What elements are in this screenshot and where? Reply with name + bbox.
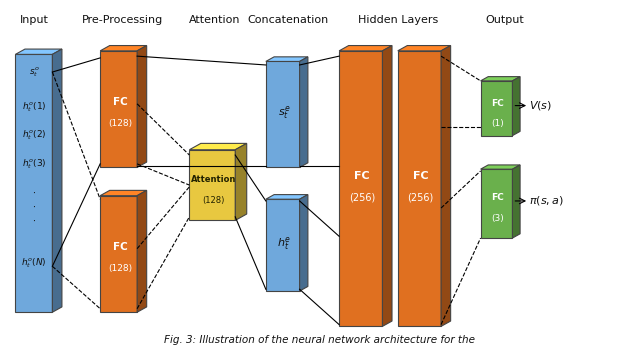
Text: $h_t^o(N)$: $h_t^o(N)$ — [21, 256, 47, 269]
Polygon shape — [397, 51, 441, 326]
Text: $h_t^o(1)$: $h_t^o(1)$ — [22, 101, 46, 114]
Polygon shape — [189, 150, 236, 220]
Text: $\cdot$: $\cdot$ — [32, 216, 36, 225]
Polygon shape — [266, 199, 300, 291]
Text: $V(s)$: $V(s)$ — [529, 99, 552, 112]
Polygon shape — [339, 51, 383, 326]
Polygon shape — [481, 169, 513, 238]
Text: FC: FC — [492, 193, 504, 202]
Text: (256): (256) — [349, 193, 375, 203]
Polygon shape — [137, 46, 147, 167]
Text: FC: FC — [113, 242, 127, 252]
Text: $\cdot$: $\cdot$ — [32, 202, 36, 211]
Polygon shape — [513, 77, 520, 136]
Text: (128): (128) — [108, 119, 132, 128]
Polygon shape — [300, 195, 308, 291]
Text: Input: Input — [19, 15, 49, 25]
Polygon shape — [481, 81, 513, 136]
Polygon shape — [236, 143, 246, 220]
Polygon shape — [100, 196, 137, 312]
Polygon shape — [266, 57, 308, 62]
Text: FC: FC — [413, 171, 429, 181]
Polygon shape — [441, 46, 451, 326]
Polygon shape — [481, 77, 520, 81]
Text: (128): (128) — [202, 197, 225, 205]
Text: (3): (3) — [492, 214, 504, 223]
Text: (128): (128) — [108, 263, 132, 273]
Polygon shape — [513, 165, 520, 238]
Text: $s_t^o$: $s_t^o$ — [29, 65, 39, 79]
Text: Output: Output — [485, 15, 524, 25]
Polygon shape — [100, 190, 147, 196]
Polygon shape — [397, 46, 451, 51]
Text: FC: FC — [492, 99, 504, 108]
Polygon shape — [300, 57, 308, 167]
Text: (1): (1) — [492, 119, 504, 128]
Text: $\pi(s,a)$: $\pi(s,a)$ — [529, 194, 564, 208]
Polygon shape — [100, 46, 147, 51]
Text: Fig. 3: Illustration of the neural network architecture for the: Fig. 3: Illustration of the neural netwo… — [164, 335, 476, 345]
Text: FC: FC — [113, 97, 127, 107]
Polygon shape — [266, 195, 308, 199]
Text: $h_t^o(3)$: $h_t^o(3)$ — [22, 157, 46, 171]
Polygon shape — [15, 49, 62, 54]
Text: $h_t^o(2)$: $h_t^o(2)$ — [22, 129, 46, 142]
Polygon shape — [137, 190, 147, 312]
Polygon shape — [52, 49, 62, 312]
Polygon shape — [15, 54, 52, 312]
Text: $h_t^e$: $h_t^e$ — [277, 235, 291, 252]
Text: FC: FC — [355, 171, 370, 181]
Polygon shape — [189, 143, 246, 150]
Text: Hidden Layers: Hidden Layers — [358, 15, 438, 25]
Text: Attention: Attention — [191, 175, 236, 184]
Text: (256): (256) — [408, 193, 434, 203]
Text: $s_t^e$: $s_t^e$ — [278, 104, 291, 121]
Text: Concatenation: Concatenation — [248, 15, 329, 25]
Text: Attention: Attention — [189, 15, 241, 25]
Text: Pre-Processing: Pre-Processing — [82, 15, 163, 25]
Polygon shape — [339, 46, 392, 51]
Polygon shape — [481, 165, 520, 169]
Polygon shape — [266, 62, 300, 167]
Polygon shape — [100, 51, 137, 167]
Text: $\cdot$: $\cdot$ — [32, 188, 36, 197]
Polygon shape — [383, 46, 392, 326]
